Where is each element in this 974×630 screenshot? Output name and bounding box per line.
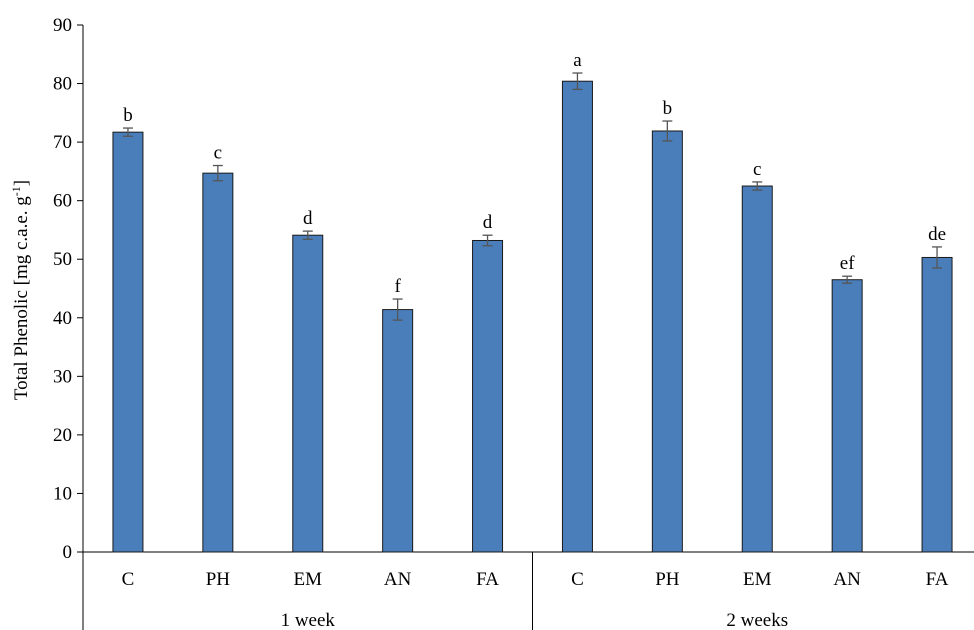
bar [651,130,683,553]
y-tick-label: 60 [53,191,72,212]
significance-letter: c [214,143,222,164]
x-tick-label: C [122,569,135,590]
x-tick-label: PH [655,569,680,590]
y-tick-label: 50 [53,249,72,270]
y-tick-label: 30 [53,366,72,387]
x-tick-label: C [571,569,584,590]
group-label: 1 week [281,610,336,630]
significance-letter: a [573,50,582,71]
bar [921,256,953,553]
significance-letter: b [663,98,673,119]
x-tick-label: PH [206,569,231,590]
y-axis-label: Total Phenolic [mg c.a.e. g-1] [9,180,32,400]
significance-letter: c [753,159,761,180]
bar [561,80,593,553]
plot-area: 0 10 20 30 40 50 60 70 80 90 b Cc PH d EM f AN d FA 1 week a… [53,15,974,630]
significance-letter: d [303,208,313,229]
x-tick-label: FA [476,569,499,590]
y-tick-label: 0 [63,542,73,563]
significance-letter: d [483,212,493,233]
significance-letter: de [928,224,946,245]
y-tick-label: 10 [53,483,72,504]
x-tick-label: EM [743,569,772,590]
y-axis-label-main: Total Phenolic [mg c.a.e. g [11,196,32,400]
y-tick-label: 80 [53,74,72,95]
bar [112,131,144,553]
y-axis-label-superscript: -1 [9,186,23,196]
y-tick-label: 20 [53,425,72,446]
y-tick-label: 40 [53,308,72,329]
significance-letter: ef [840,253,855,274]
x-tick-label: AN [833,569,861,590]
x-tick-label: FA [926,569,949,590]
x-tick-label: EM [294,569,323,590]
x-tick-label: AN [384,569,412,590]
y-tick-label: 70 [53,132,72,153]
significance-letter: b [123,105,133,126]
y-tick-label: 90 [53,15,72,36]
group-label: 2 weeks [726,610,788,630]
y-axis-label-end: ] [11,180,32,186]
bar [831,279,863,553]
bar [472,239,504,553]
significance-letter: f [394,276,401,297]
bar [382,309,414,553]
bar [202,172,234,553]
bar [741,185,773,553]
bar [292,234,324,553]
